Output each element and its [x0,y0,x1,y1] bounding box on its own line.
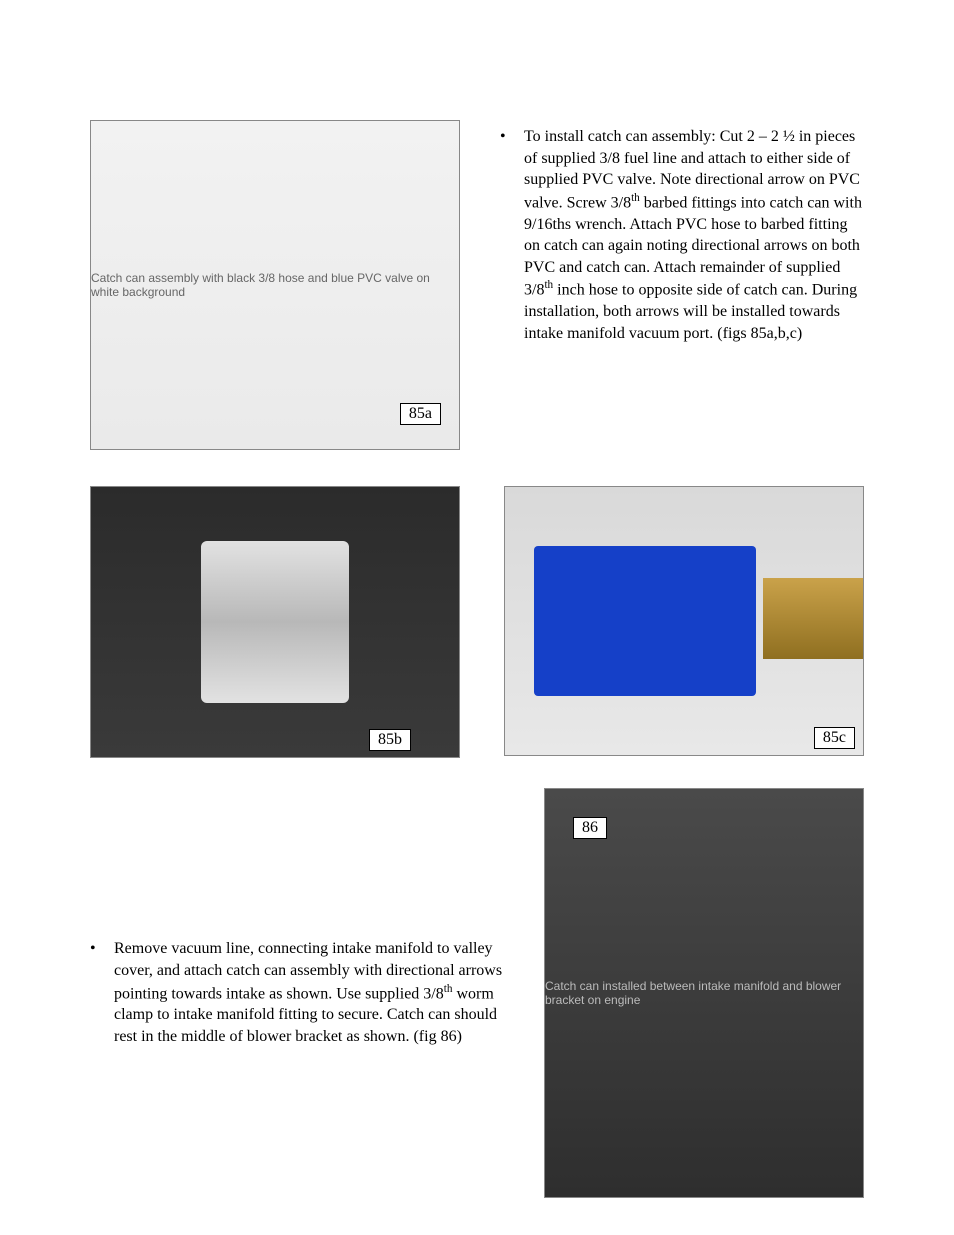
bullet-1: • To install catch can assembly: Cut 2 –… [500,120,864,345]
figure-85c: 85c [504,486,864,756]
bullet-1-sup1: th [631,192,640,204]
figure-85c-bluebox-hint [534,546,756,696]
figure-85b-label: 85b [369,729,411,751]
figure-85b-metal-hint [201,541,348,703]
row-text-and-86: • Remove vacuum line, connecting intake … [90,788,864,1198]
manual-page: Catch can assembly with black 3/8 hose a… [0,0,954,1235]
figure-85a: Catch can assembly with black 3/8 hose a… [90,120,460,450]
figure-86: Catch can installed between intake manif… [544,788,864,1198]
row-85a-and-text: Catch can assembly with black 3/8 hose a… [90,120,864,450]
figure-85a-alt: Catch can assembly with black 3/8 hose a… [91,271,459,299]
bullet-2: • Remove vacuum line, connecting intake … [90,938,504,1047]
figure-85c-brass-hint [763,578,863,658]
bullet-2-marker: • [90,938,114,960]
figure-85b: 85b [90,486,460,758]
row-85b-85c: 85b 85c [90,486,864,758]
figure-85a-label: 85a [400,403,441,425]
bullet-1-text: To install catch can assembly: Cut 2 – 2… [524,126,864,345]
figure-85c-label: 85c [814,727,855,749]
figure-86-alt: Catch can installed between intake manif… [545,979,863,1007]
bullet-1-marker: • [500,126,524,148]
figure-86-label: 86 [573,817,607,839]
bullet-2-column: • Remove vacuum line, connecting intake … [90,938,514,1047]
bullet-1-sup2: th [544,279,553,291]
bullet-1-post: inch hose to opposite side of catch can.… [524,282,857,342]
bullet-2-text: Remove vacuum line, connecting intake ma… [114,938,504,1047]
